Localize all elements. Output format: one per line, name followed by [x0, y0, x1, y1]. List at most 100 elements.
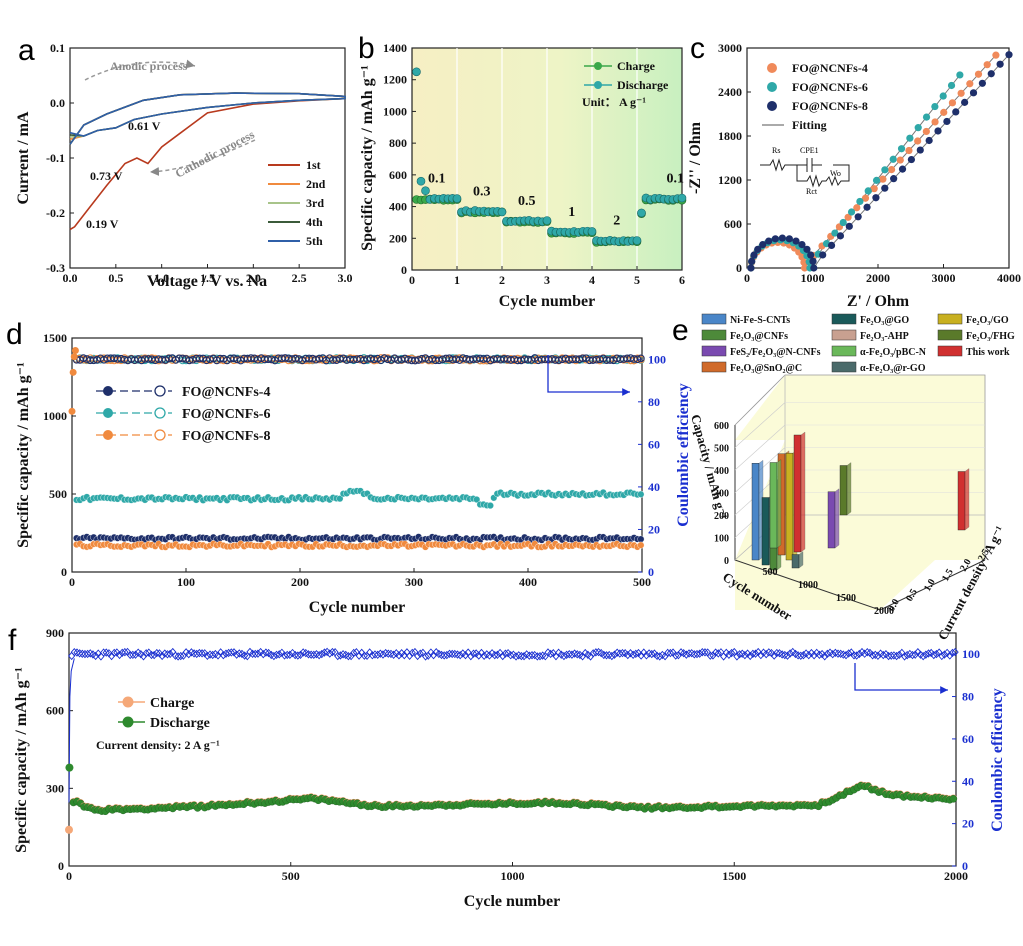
ce-point	[706, 651, 714, 660]
panel-e-z-tick-label: 400	[714, 466, 729, 477]
legend-label-Discharge: Discharge	[617, 78, 669, 92]
ce-point	[296, 650, 305, 660]
ce-point	[547, 649, 555, 659]
legend-marker-filled-FO@NCNFs-6	[103, 408, 113, 418]
ce-point	[102, 648, 110, 657]
ce-point	[648, 649, 656, 659]
panel-e-y-tick-label: 2.0	[958, 557, 974, 573]
nyquist-point-FO@NCNFs-4	[861, 194, 870, 202]
ce-point	[299, 648, 307, 657]
rate-label: 0.1	[428, 172, 446, 187]
panel-a-x-tick-label: 1.5	[200, 271, 215, 285]
panel-b-y-tick-label: 400	[389, 200, 407, 214]
ce-point-FO@NCNFs-4	[633, 355, 642, 364]
ce-point	[262, 648, 270, 657]
circuit-label-wo: Wo	[830, 169, 841, 178]
nyquist-point-FO@NCNFs-8	[881, 184, 889, 192]
peak-label-019: 0.19 V	[86, 217, 119, 231]
panel-f-x-tick-label: 0	[66, 869, 72, 883]
legend-marker-open-FO@NCNFs-6	[154, 407, 166, 419]
capacity-point-FO@NCNFs-6	[637, 490, 645, 498]
discharge-point	[421, 186, 430, 196]
ce-point	[874, 651, 882, 660]
nyquist-point-FO@NCNFs-8	[863, 203, 871, 211]
ce-point	[291, 650, 299, 660]
legend-marker-Discharge	[594, 81, 602, 89]
nyquist-point-FO@NCNFs-4	[922, 127, 930, 136]
ce-point	[632, 649, 640, 659]
bar-side	[776, 459, 782, 549]
ce-point	[485, 651, 494, 660]
cv-curve-5th	[69, 92, 346, 145]
ce-point	[499, 651, 507, 661]
panel-e-x-tick-label: 1500	[836, 593, 856, 604]
discharge-point	[542, 216, 552, 225]
ce-point	[879, 650, 887, 660]
ce-point	[270, 651, 278, 661]
ce-point	[107, 651, 116, 661]
ce-point	[355, 651, 363, 660]
capacity-point-FO@NCNFs-6	[336, 495, 344, 503]
circuit-cpe	[797, 158, 822, 172]
ce-point	[520, 651, 528, 661]
ce-point	[930, 650, 938, 660]
rate-label: 0.5	[518, 194, 536, 209]
panel-c-x-tick-label: 2000	[866, 271, 890, 285]
ce-point	[536, 651, 544, 661]
ce-point	[475, 651, 483, 660]
panel-b-x-tick-label: 2	[499, 273, 505, 287]
ce-point-FO@NCNFs-4	[606, 356, 614, 364]
ce-point	[855, 649, 863, 659]
ce-point	[318, 649, 326, 659]
panel-f-x-tick-label: 1000	[501, 869, 525, 883]
ce-point	[294, 651, 302, 660]
panel-a-x-tick-label: 2.0	[246, 271, 261, 285]
ce-point-FO@NCNFs-4	[89, 356, 98, 365]
legend-label: Fe₂O₃-AHP	[860, 331, 909, 342]
ce-point	[741, 650, 749, 660]
ce-point	[275, 650, 283, 659]
legend-label-FO@NCNFs-4: FO@NCNFs-4	[792, 61, 868, 75]
rate-label: 0.1	[667, 172, 685, 187]
nyquist-point-FO@NCNFs-4	[914, 137, 922, 145]
ce-point	[115, 650, 124, 660]
nyquist-point-FO@NCNFs-4	[801, 264, 809, 272]
nyquist-point-FO@NCNFs-8	[748, 257, 756, 265]
ce-point-FO@NCNFs-4	[414, 356, 423, 364]
discharge-point	[497, 207, 507, 217]
ce-point	[206, 650, 214, 659]
panel-d-y2-tick-label: 100	[648, 352, 666, 366]
ce-point	[416, 649, 424, 658]
ce-point	[751, 649, 760, 658]
ce-point	[922, 650, 930, 659]
panel-b-legend: Charge Discharge	[584, 59, 669, 92]
ce-point	[280, 651, 289, 660]
ce-point-FO@NCNFs-4	[230, 354, 238, 363]
grid-line	[734, 402, 786, 448]
panel-b-y-tick-label: 200	[389, 231, 407, 245]
ce-point	[424, 651, 432, 660]
ce-point	[163, 650, 172, 659]
ce-point-FO@NCNFs-4	[486, 356, 495, 365]
ce-point-FO@NCNFs-4	[247, 354, 255, 363]
ce-point	[507, 651, 515, 660]
legend-swatch	[937, 313, 963, 325]
ce-point	[938, 651, 946, 661]
ce-point	[139, 652, 148, 661]
ce-point-FO@NCNFs-4	[401, 354, 409, 363]
panel-f-y-tick-label: 0	[58, 859, 64, 873]
legend-label: Fe₂O₃@CNFs	[730, 331, 788, 342]
capacity-point-FO@NCNFs-6	[486, 502, 494, 510]
nyquist-point-FO@NCNFs-8	[943, 117, 951, 126]
discharge-point	[412, 67, 421, 77]
legend-marker-FO@NCNFs-4	[767, 63, 777, 73]
ce-point	[400, 651, 408, 660]
nyquist-point-FO@NCNFs-8	[961, 98, 969, 106]
ce-point	[672, 651, 680, 660]
legend-swatch	[831, 313, 857, 325]
legend-marker-FO@NCNFs-6	[767, 82, 777, 92]
panel-c-x-tick-label: 1000	[801, 271, 825, 285]
ce-point	[440, 651, 448, 660]
nyquist-point-FO@NCNFs-6	[914, 124, 922, 132]
